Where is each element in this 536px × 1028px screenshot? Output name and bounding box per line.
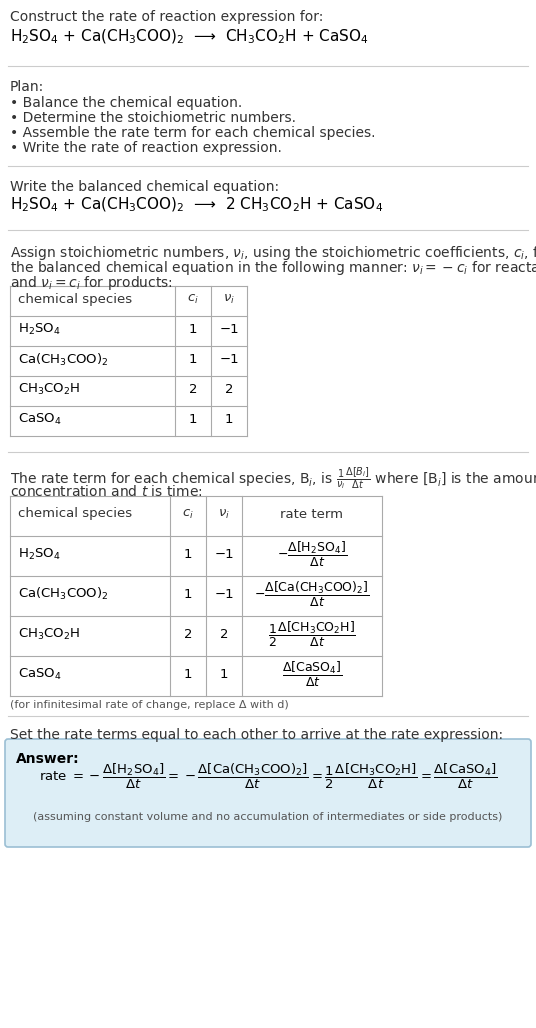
Text: rate term: rate term xyxy=(280,508,344,520)
Text: • Assemble the rate term for each chemical species.: • Assemble the rate term for each chemic… xyxy=(10,126,376,140)
Text: $c_i$: $c_i$ xyxy=(182,508,194,520)
Text: • Write the rate of reaction expression.: • Write the rate of reaction expression. xyxy=(10,141,282,155)
Text: 1: 1 xyxy=(220,667,228,681)
Text: $\dfrac{\Delta[\mathrm{CaSO_4}]}{\Delta t}$: $\dfrac{\Delta[\mathrm{CaSO_4}]}{\Delta … xyxy=(282,660,343,689)
Text: CH$_3$CO$_2$H: CH$_3$CO$_2$H xyxy=(18,626,80,641)
Text: 1: 1 xyxy=(184,667,192,681)
Text: −1: −1 xyxy=(219,353,239,366)
Text: $-\dfrac{\Delta[\mathrm{Ca(CH_3COO)_2}]}{\Delta t}$: $-\dfrac{\Delta[\mathrm{Ca(CH_3COO)_2}]}… xyxy=(254,580,370,609)
Text: H$_2$SO$_4$ + Ca(CH$_3$COO)$_2$  ⟶  CH$_3$CO$_2$H + CaSO$_4$: H$_2$SO$_4$ + Ca(CH$_3$COO)$_2$ ⟶ CH$_3$… xyxy=(10,28,369,46)
Text: Answer:: Answer: xyxy=(16,752,80,766)
Text: H$_2$SO$_4$ + Ca(CH$_3$COO)$_2$  ⟶  2 CH$_3$CO$_2$H + CaSO$_4$: H$_2$SO$_4$ + Ca(CH$_3$COO)$_2$ ⟶ 2 CH$_… xyxy=(10,196,383,215)
Text: rate $= -\dfrac{\Delta[\mathrm{H_2SO_4}]}{\Delta t} = -\dfrac{\Delta[\mathrm{Ca(: rate $= -\dfrac{\Delta[\mathrm{H_2SO_4}]… xyxy=(39,762,497,791)
Text: CaSO$_4$: CaSO$_4$ xyxy=(18,412,62,427)
Text: $-\dfrac{\Delta[\mathrm{H_2SO_4}]}{\Delta t}$: $-\dfrac{\Delta[\mathrm{H_2SO_4}]}{\Delt… xyxy=(277,540,347,568)
Text: Ca(CH$_3$COO)$_2$: Ca(CH$_3$COO)$_2$ xyxy=(18,586,108,602)
Text: 1: 1 xyxy=(184,548,192,560)
Text: • Determine the stoichiometric numbers.: • Determine the stoichiometric numbers. xyxy=(10,111,296,125)
Text: 1: 1 xyxy=(225,413,233,426)
Text: CH$_3$CO$_2$H: CH$_3$CO$_2$H xyxy=(18,382,80,397)
Text: −1: −1 xyxy=(214,587,234,600)
Text: 1: 1 xyxy=(189,413,197,426)
Text: H$_2$SO$_4$: H$_2$SO$_4$ xyxy=(18,547,61,561)
Text: Write the balanced chemical equation:: Write the balanced chemical equation: xyxy=(10,180,279,194)
Text: 2: 2 xyxy=(225,383,233,396)
Text: 1: 1 xyxy=(184,587,192,600)
Text: Assign stoichiometric numbers, $\nu_i$, using the stoichiometric coefficients, $: Assign stoichiometric numbers, $\nu_i$, … xyxy=(10,244,536,262)
Text: 1: 1 xyxy=(189,353,197,366)
Text: $\dfrac{1}{2}\dfrac{\Delta[\mathrm{CH_3CO_2H}]}{\Delta t}$: $\dfrac{1}{2}\dfrac{\Delta[\mathrm{CH_3C… xyxy=(268,620,356,649)
Text: and $\nu_i = c_i$ for products:: and $\nu_i = c_i$ for products: xyxy=(10,274,173,292)
Text: $c_i$: $c_i$ xyxy=(187,293,199,306)
Text: • Balance the chemical equation.: • Balance the chemical equation. xyxy=(10,96,242,110)
Text: 2: 2 xyxy=(184,627,192,640)
Text: $\nu_i$: $\nu_i$ xyxy=(218,508,230,520)
Text: Plan:: Plan: xyxy=(10,80,44,94)
Text: H$_2$SO$_4$: H$_2$SO$_4$ xyxy=(18,322,61,337)
Text: $\nu_i$: $\nu_i$ xyxy=(223,293,235,306)
Text: 2: 2 xyxy=(220,627,228,640)
Text: 2: 2 xyxy=(189,383,197,396)
Text: concentration and $t$ is time:: concentration and $t$ is time: xyxy=(10,484,203,499)
Text: Construct the rate of reaction expression for:: Construct the rate of reaction expressio… xyxy=(10,10,323,24)
Text: Ca(CH$_3$COO)$_2$: Ca(CH$_3$COO)$_2$ xyxy=(18,352,108,368)
Text: −1: −1 xyxy=(214,548,234,560)
Text: chemical species: chemical species xyxy=(18,293,132,306)
Text: (for infinitesimal rate of change, replace Δ with d): (for infinitesimal rate of change, repla… xyxy=(10,700,289,710)
Text: The rate term for each chemical species, B$_i$, is $\frac{1}{\nu_i}\frac{\Delta[: The rate term for each chemical species,… xyxy=(10,466,536,492)
Text: 1: 1 xyxy=(189,323,197,336)
Text: (assuming constant volume and no accumulation of intermediates or side products): (assuming constant volume and no accumul… xyxy=(33,812,503,822)
Text: Set the rate terms equal to each other to arrive at the rate expression:: Set the rate terms equal to each other t… xyxy=(10,728,503,742)
Text: CaSO$_4$: CaSO$_4$ xyxy=(18,666,62,682)
FancyBboxPatch shape xyxy=(5,739,531,847)
Text: the balanced chemical equation in the following manner: $\nu_i = -c_i$ for react: the balanced chemical equation in the fo… xyxy=(10,259,536,277)
Text: chemical species: chemical species xyxy=(18,508,132,520)
Text: −1: −1 xyxy=(219,323,239,336)
